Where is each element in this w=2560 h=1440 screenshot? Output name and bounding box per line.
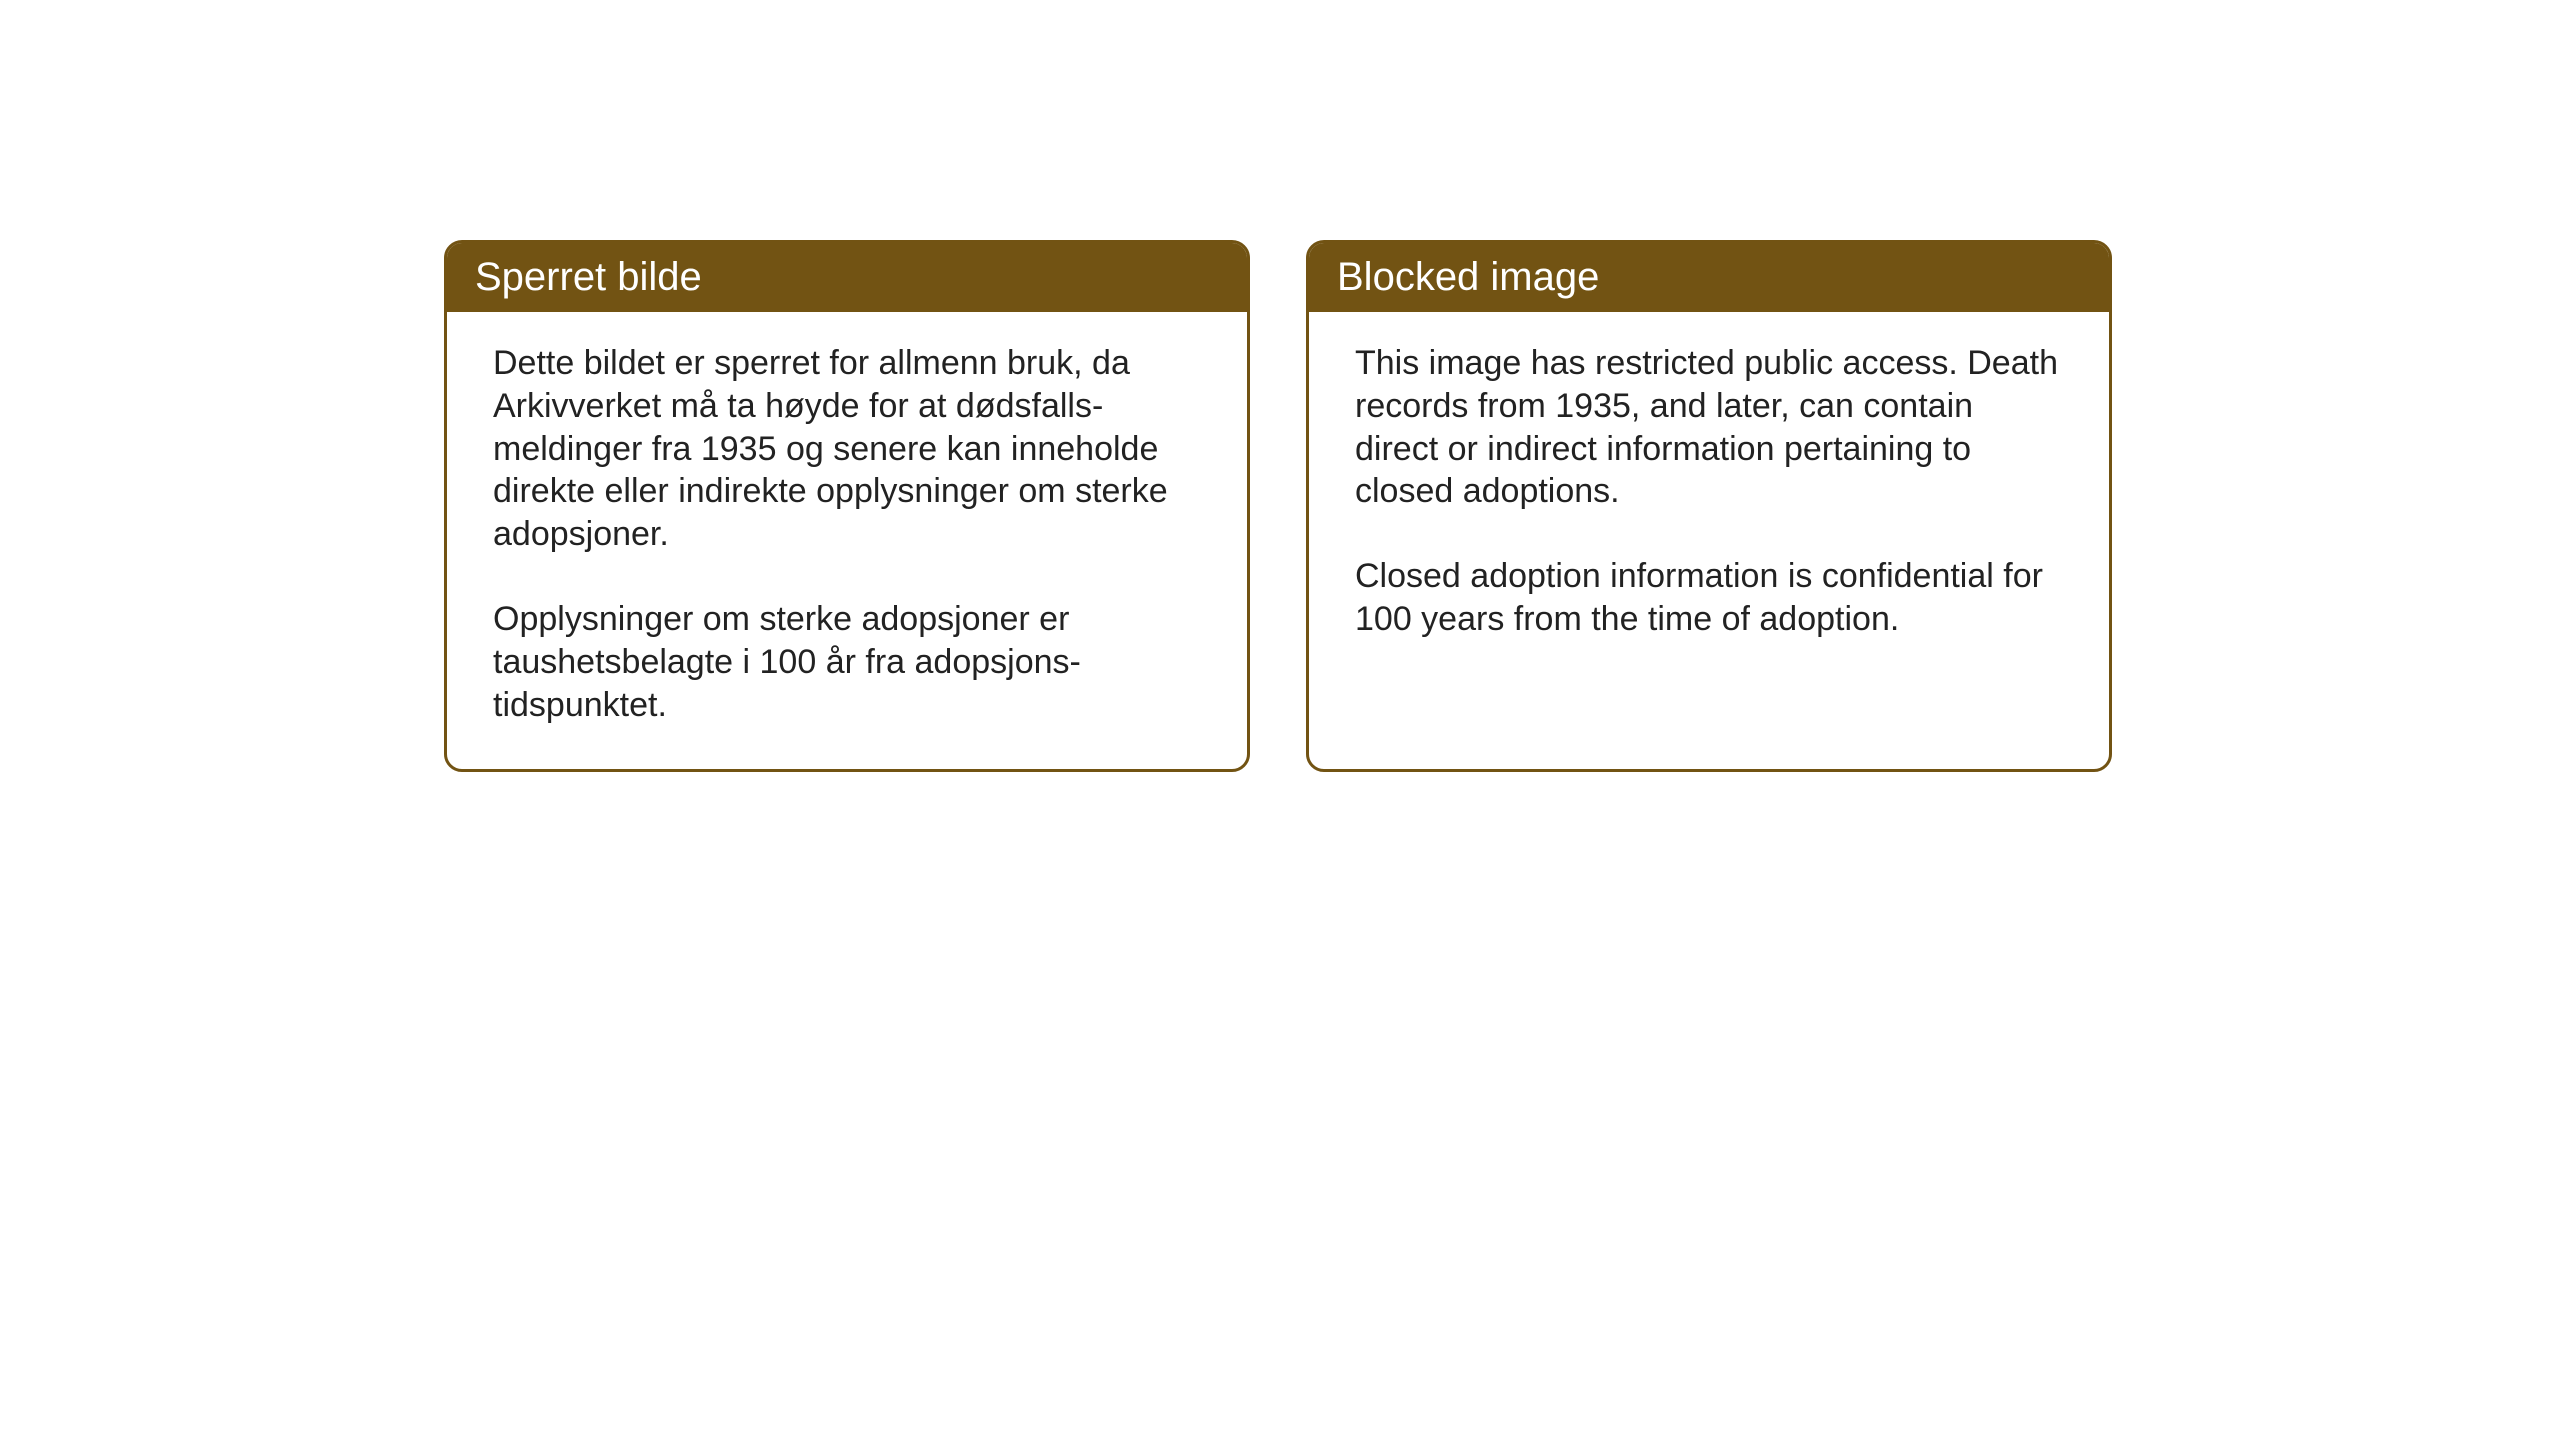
- card-norwegian: Sperret bilde Dette bildet er sperret fo…: [444, 240, 1250, 772]
- card-header-english: Blocked image: [1309, 243, 2109, 312]
- cards-container: Sperret bilde Dette bildet er sperret fo…: [444, 240, 2112, 772]
- card-body-norwegian: Dette bildet er sperret for allmenn bruk…: [447, 312, 1247, 769]
- card-title-english: Blocked image: [1337, 255, 1599, 299]
- card-title-norwegian: Sperret bilde: [475, 255, 702, 299]
- card-body-english: This image has restricted public access.…: [1309, 312, 2109, 683]
- card-paragraph-1-norwegian: Dette bildet er sperret for allmenn bruk…: [493, 342, 1201, 556]
- card-header-norwegian: Sperret bilde: [447, 243, 1247, 312]
- card-english: Blocked image This image has restricted …: [1306, 240, 2112, 772]
- card-paragraph-1-english: This image has restricted public access.…: [1355, 342, 2063, 513]
- card-paragraph-2-norwegian: Opplysninger om sterke adopsjoner er tau…: [493, 598, 1201, 726]
- card-paragraph-2-english: Closed adoption information is confident…: [1355, 555, 2063, 641]
